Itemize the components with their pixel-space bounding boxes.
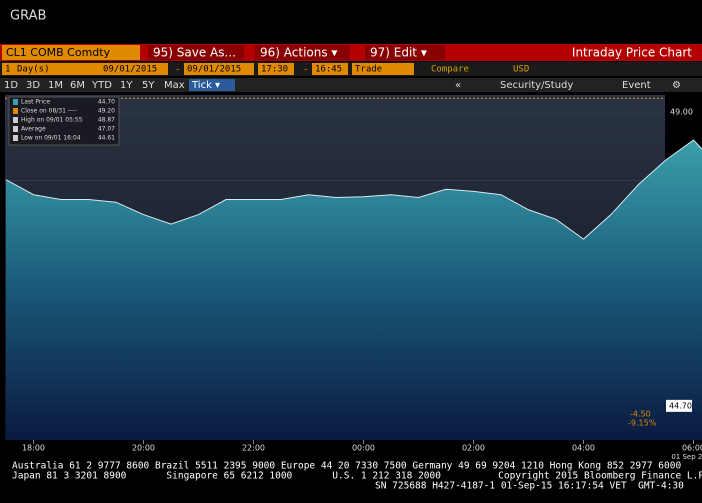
range-compare: Compare [431,65,469,75]
button-label: 95) Save As... [153,46,236,60]
window-title: GRAB [10,9,46,24]
button-label: 97) Edit ▾ [370,46,427,60]
legend-swatch [13,126,18,132]
x-tick-label: 00:00 [352,444,375,453]
x-tick-label: 06:00 [682,444,702,453]
range-start_date: 09/01/2015 [103,65,157,75]
range-field: Trade [355,65,382,75]
price-line [5,139,702,240]
x-tick-label: 04:00 [572,444,595,453]
legend-box [8,96,120,146]
legend-name: Average [21,126,46,133]
button[interactable] [148,45,244,60]
range-sep1: - [175,65,180,75]
legend-value: 49.20 [98,108,115,115]
period-button[interactable]: 1D [4,80,18,91]
field[interactable] [312,63,348,75]
legend-swatch [13,117,18,123]
field[interactable] [100,63,168,75]
button[interactable] [365,45,445,60]
field[interactable] [14,63,100,75]
period-active[interactable]: Tick ▾ [191,80,220,91]
security-field[interactable] [2,45,140,60]
range-bar [0,62,702,76]
legend-value: 47.07 [98,126,115,133]
x-tick-label: 02:00 [462,444,485,453]
x-tick-label: 22:00 [242,444,265,453]
range-sep2: - [303,65,308,75]
last-price-box [666,399,692,412]
date-label: 01 Sep 2015 [671,453,702,461]
legend-name: High on 09/01 05:55 [21,117,83,124]
security: CL1 COMB Comdty [6,46,111,59]
x-tick-label: 20:00 [132,444,155,453]
change: -4.50 [630,409,651,418]
range-end_date: 09/01/2015 [187,65,241,75]
period-button[interactable]: 1Y [120,80,133,91]
y-tick-label: 49.00 [670,108,693,117]
study[interactable]: Security/Study [500,80,573,91]
footer-line: Japan 81 3 3201 8900 Singapore 65 6212 1… [12,471,702,482]
legend-value: 48.87 [98,117,115,124]
last-price: 44.70 [669,401,692,410]
event[interactable]: Event [622,80,651,91]
settings[interactable]: ⚙ [672,80,681,91]
change-pct: -9.15% [628,418,657,427]
legend-swatch [13,108,18,114]
legend-value: 44.70 [98,99,115,106]
active-period[interactable] [189,79,235,91]
period-bar [0,78,702,92]
footer-line: SN 725688 H427-4187-1 01-Sep-15 16:17:54… [375,481,684,492]
function-title: Intraday Price Chart [572,46,692,60]
range-end_time: 16:45 [315,65,342,75]
period-button[interactable]: 6M [70,80,85,91]
legend-name: Last Price [21,99,50,106]
field[interactable] [2,63,16,75]
range-start_time: 17:30 [261,65,288,75]
period-button[interactable]: 1M [48,80,63,91]
x-tick-label: 18:00 [22,444,45,453]
field[interactable] [352,63,414,75]
legend-name: Low on 09/01 16:04 [21,135,81,142]
range-period: 1 [5,65,10,75]
collapse[interactable]: « [455,80,461,91]
legend-name: Close on 08/31 ---- [21,108,77,115]
button[interactable] [255,45,350,60]
field[interactable] [258,63,294,75]
legend-swatch [13,99,18,105]
range-currency: USD [513,65,529,75]
button-label: 96) Actions ▾ [260,46,337,60]
period-button[interactable]: Max [164,80,185,91]
price-area [6,140,702,440]
legend-value: 44.61 [98,135,115,142]
period-button[interactable]: YTD [91,80,112,91]
footer-line: Australia 61 2 9777 8600 Brazil 5511 239… [12,461,681,472]
range-unit: Day(s) [17,65,50,75]
field[interactable] [184,63,254,75]
period-button[interactable]: 5Y [142,80,155,91]
legend-swatch [13,135,18,141]
period-button[interactable]: 3D [26,80,40,91]
